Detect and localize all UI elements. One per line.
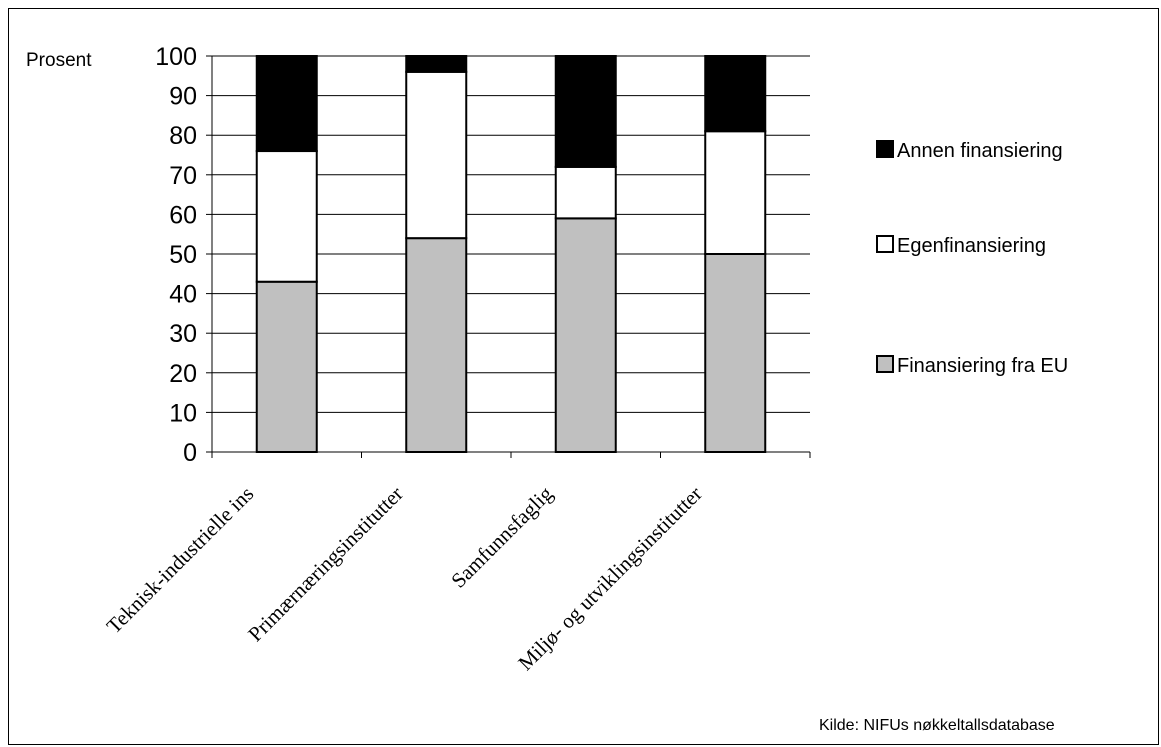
legend: Annen finansiering Egenfinansiering Finans…	[876, 140, 1068, 377]
legend-label: Finansiering fra EU	[897, 355, 1068, 377]
legend-swatch	[876, 355, 894, 373]
bar-segment	[554, 165, 617, 220]
x-category-label: Teknisk-industrielle ins	[102, 482, 259, 639]
y-tick-label: 80	[169, 122, 197, 150]
y-tick-label: 10	[169, 399, 197, 427]
y-tick-label: 90	[169, 83, 197, 111]
bar-segment	[704, 55, 767, 133]
bar-segment	[255, 150, 318, 283]
bar-segment	[704, 130, 767, 256]
y-tick-label: 30	[169, 320, 197, 348]
axes	[206, 55, 811, 458]
x-category-labels: Teknisk-industrielle insPrimærnæringsins…	[102, 481, 707, 675]
legend-swatch	[876, 235, 894, 253]
y-tick-label: 60	[169, 201, 197, 229]
y-tick-label: 100	[155, 43, 197, 71]
y-tick-label: 50	[169, 241, 197, 269]
x-category-label: Samfunnsfaglig	[446, 481, 557, 592]
bars	[255, 55, 767, 453]
bar-segment	[704, 253, 767, 453]
bar-segment	[405, 55, 468, 73]
source-note: Kilde: NIFUs nøkkeltallsdatabase	[819, 717, 1055, 734]
y-tick-labels: 0 10 20 30 40 50 60 70 80 90 100	[155, 43, 197, 467]
y-axis-label: Prosent	[26, 50, 92, 71]
y-tick-label: 20	[169, 360, 197, 388]
bar-segment	[405, 70, 468, 240]
x-category-label: Primærnæringsinstitutter	[243, 482, 408, 647]
legend-label: Annen finansiering	[897, 140, 1063, 162]
bar-segment	[554, 55, 617, 168]
legend-label: Egenfinansiering	[897, 235, 1046, 257]
bar-segment	[255, 280, 318, 453]
y-tick-label: 40	[169, 281, 197, 309]
legend-swatch	[876, 140, 894, 158]
y-tick-label: 0	[183, 439, 197, 467]
bar-segment	[405, 237, 468, 453]
bar-segment	[554, 217, 617, 453]
y-tick-label: 70	[169, 162, 197, 190]
bar-segment	[255, 55, 318, 153]
